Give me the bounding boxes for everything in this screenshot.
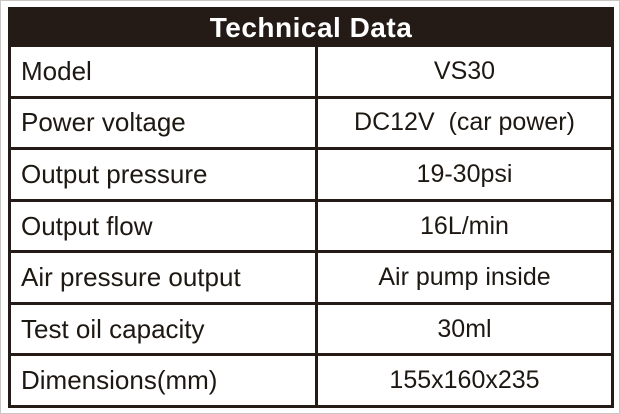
- spec-label: Power voltage: [11, 98, 318, 148]
- table-title: Technical Data: [209, 11, 413, 43]
- spec-value: Air pump inside: [378, 263, 551, 292]
- table-row: Dimensions(mm) 155x160x235: [11, 353, 611, 406]
- table-row: Air pressure output Air pump inside: [11, 250, 611, 302]
- spec-value: 16L/min: [420, 211, 509, 240]
- spec-label: Model: [11, 47, 318, 96]
- spec-value: VS30: [433, 56, 496, 85]
- table-row: Model VS30: [11, 47, 611, 96]
- table-row: Output pressure 19-30psi: [11, 147, 611, 199]
- spec-value: DC12V (car power): [354, 108, 575, 137]
- spec-label: Output flow: [11, 201, 318, 251]
- table-row: Test oil capacity 30ml: [11, 301, 611, 354]
- spec-label: Air pressure output: [11, 253, 318, 302]
- spec-value: 30ml: [437, 314, 492, 343]
- technical-data-table: Technical Data Model VS30 Power voltage …: [8, 7, 614, 408]
- table-row: Power voltage DC12V (car power): [11, 95, 611, 148]
- table-body: Model VS30 Power voltage DC12V (car powe…: [11, 47, 611, 406]
- spec-value: 155x160x235: [389, 366, 540, 395]
- table-row: Output flow 16L/min: [11, 198, 611, 251]
- spec-label: Output pressure: [11, 150, 318, 199]
- spec-value: 19-30psi: [416, 159, 513, 188]
- spec-label: Dimensions(mm): [11, 356, 318, 406]
- spec-label: Test oil capacity: [11, 304, 318, 354]
- table-title-bar: Technical Data: [11, 10, 611, 47]
